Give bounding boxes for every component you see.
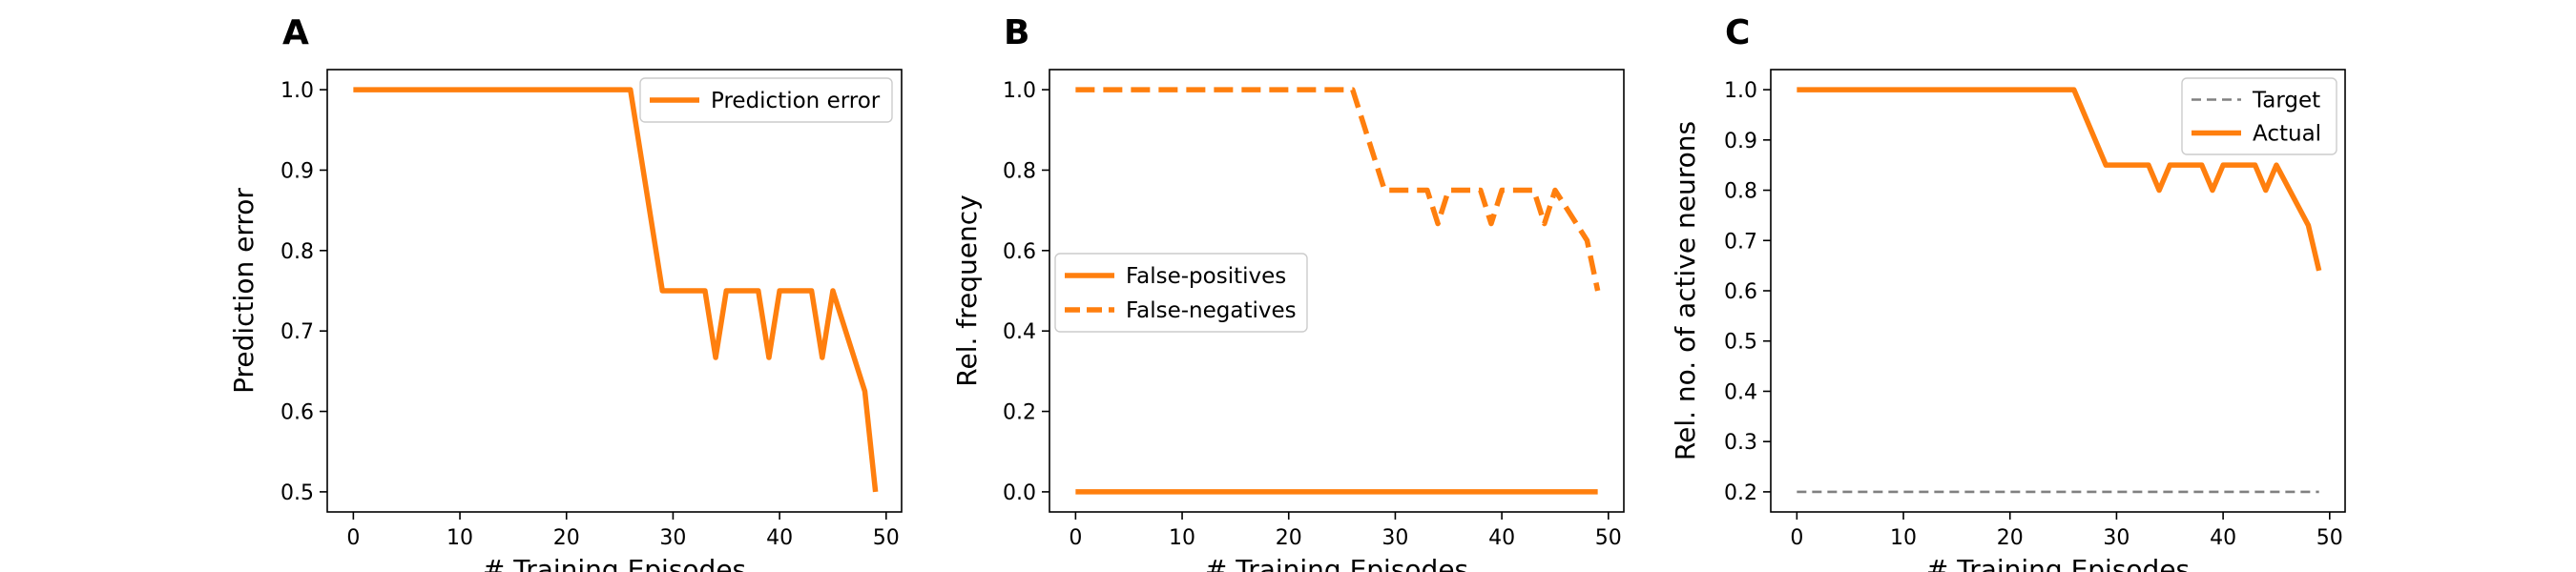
- y-tick-label: 0.7: [280, 320, 314, 344]
- legend: Target Actual: [2181, 77, 2337, 155]
- x-axis-label: # Training Episodes: [483, 554, 746, 572]
- x-tick-label: 30: [1381, 526, 1408, 550]
- x-tick-label: 40: [1488, 526, 1515, 550]
- legend-label-prediction-error: Prediction error: [711, 89, 881, 113]
- x-tick-label: 50: [2316, 526, 2343, 550]
- y-tick-label: 0.6: [1003, 240, 1036, 264]
- legend-label-false-negatives: False-negatives: [1126, 298, 1297, 323]
- y-tick-label: 0.0: [1003, 481, 1036, 505]
- x-tick-label: 10: [447, 526, 473, 550]
- y-tick-label: 0.6: [280, 401, 314, 425]
- x-tick-label: 40: [766, 526, 793, 550]
- y-tick-label: 1.0: [1003, 79, 1036, 103]
- y-tick-label: 0.3: [1724, 431, 1757, 455]
- x-tick-label: 20: [1276, 526, 1302, 550]
- series-line-false-negatives: [1075, 87, 1601, 292]
- panel-letter: A: [282, 13, 309, 52]
- x-tick-label: 30: [2103, 526, 2129, 550]
- y-tick-label: 0.4: [1724, 380, 1757, 404]
- x-tick-label: 30: [659, 526, 686, 550]
- legend-label-actual: Actual: [2253, 122, 2321, 147]
- y-tick-label: 0.7: [1724, 230, 1757, 254]
- y-tick-label: 0.5: [280, 481, 314, 505]
- x-tick-label: 10: [1169, 526, 1195, 550]
- legend-box: [1054, 253, 1308, 333]
- y-tick-label: 0.4: [1003, 320, 1036, 344]
- y-tick-label: 0.9: [280, 159, 314, 183]
- y-tick-label: 0.6: [1724, 280, 1757, 304]
- legend-box: [639, 77, 893, 123]
- x-axis-label: # Training Episodes: [1926, 554, 2190, 572]
- x-tick-label: 40: [2210, 526, 2236, 550]
- y-tick-label: 0.2: [1003, 401, 1036, 425]
- legend: False-positives False-negatives: [1054, 253, 1308, 333]
- y-tick-label: 1.0: [1724, 79, 1757, 103]
- y-tick-label: 0.2: [1724, 481, 1757, 505]
- y-tick-label: 0.8: [280, 240, 314, 264]
- x-tick-label: 20: [1997, 526, 2024, 550]
- x-tick-label: 0: [1790, 526, 1803, 550]
- x-tick-label: 0: [1069, 526, 1082, 550]
- panel-letter: B: [1004, 13, 1029, 52]
- axes-frame: [1049, 69, 1625, 513]
- x-tick-label: 10: [1890, 526, 1917, 550]
- series-line-actual: [1797, 87, 2322, 272]
- panel-b: B 0 10 20 30 40 50 0.0 0.2 0.4 0.6 0.8 1.0 # Training…: [951, 13, 1625, 572]
- legend-label-false-positives: False-positives: [1126, 264, 1286, 289]
- panel-a: A 0 10 20 30 40 50 0.5 0.6 0.7 0.8 0.9 1.0 # Training…: [228, 13, 903, 572]
- y-axis-label: Rel. frequency: [951, 194, 983, 386]
- x-tick-label: 0: [346, 526, 360, 550]
- legend: Prediction error: [639, 77, 893, 123]
- y-tick-label: 1.0: [280, 79, 314, 103]
- x-tick-label: 50: [1595, 526, 1622, 550]
- y-tick-label: 0.9: [1724, 130, 1757, 153]
- panel-letter: C: [1725, 13, 1750, 52]
- x-axis-label: # Training Episodes: [1205, 554, 1468, 572]
- x-tick-label: 20: [553, 526, 580, 550]
- panel-c: C 0 10 20 30 40 50 0.2 0.3 0.4 0.5 0.6 0.7 0.8 0.9 1.0 #…: [1670, 13, 2346, 572]
- y-tick-label: 0.8: [1003, 159, 1036, 183]
- y-axis-label: Prediction error: [228, 188, 260, 394]
- x-tick-label: 50: [873, 526, 900, 550]
- axes-frame: [326, 69, 903, 513]
- y-tick-label: 0.8: [1724, 180, 1757, 204]
- legend-label-target: Target: [2252, 89, 2320, 113]
- series-line-prediction-error: [353, 87, 879, 493]
- y-axis-label: Rel. no. of active neurons: [1670, 121, 1701, 460]
- y-tick-label: 0.5: [1724, 331, 1757, 355]
